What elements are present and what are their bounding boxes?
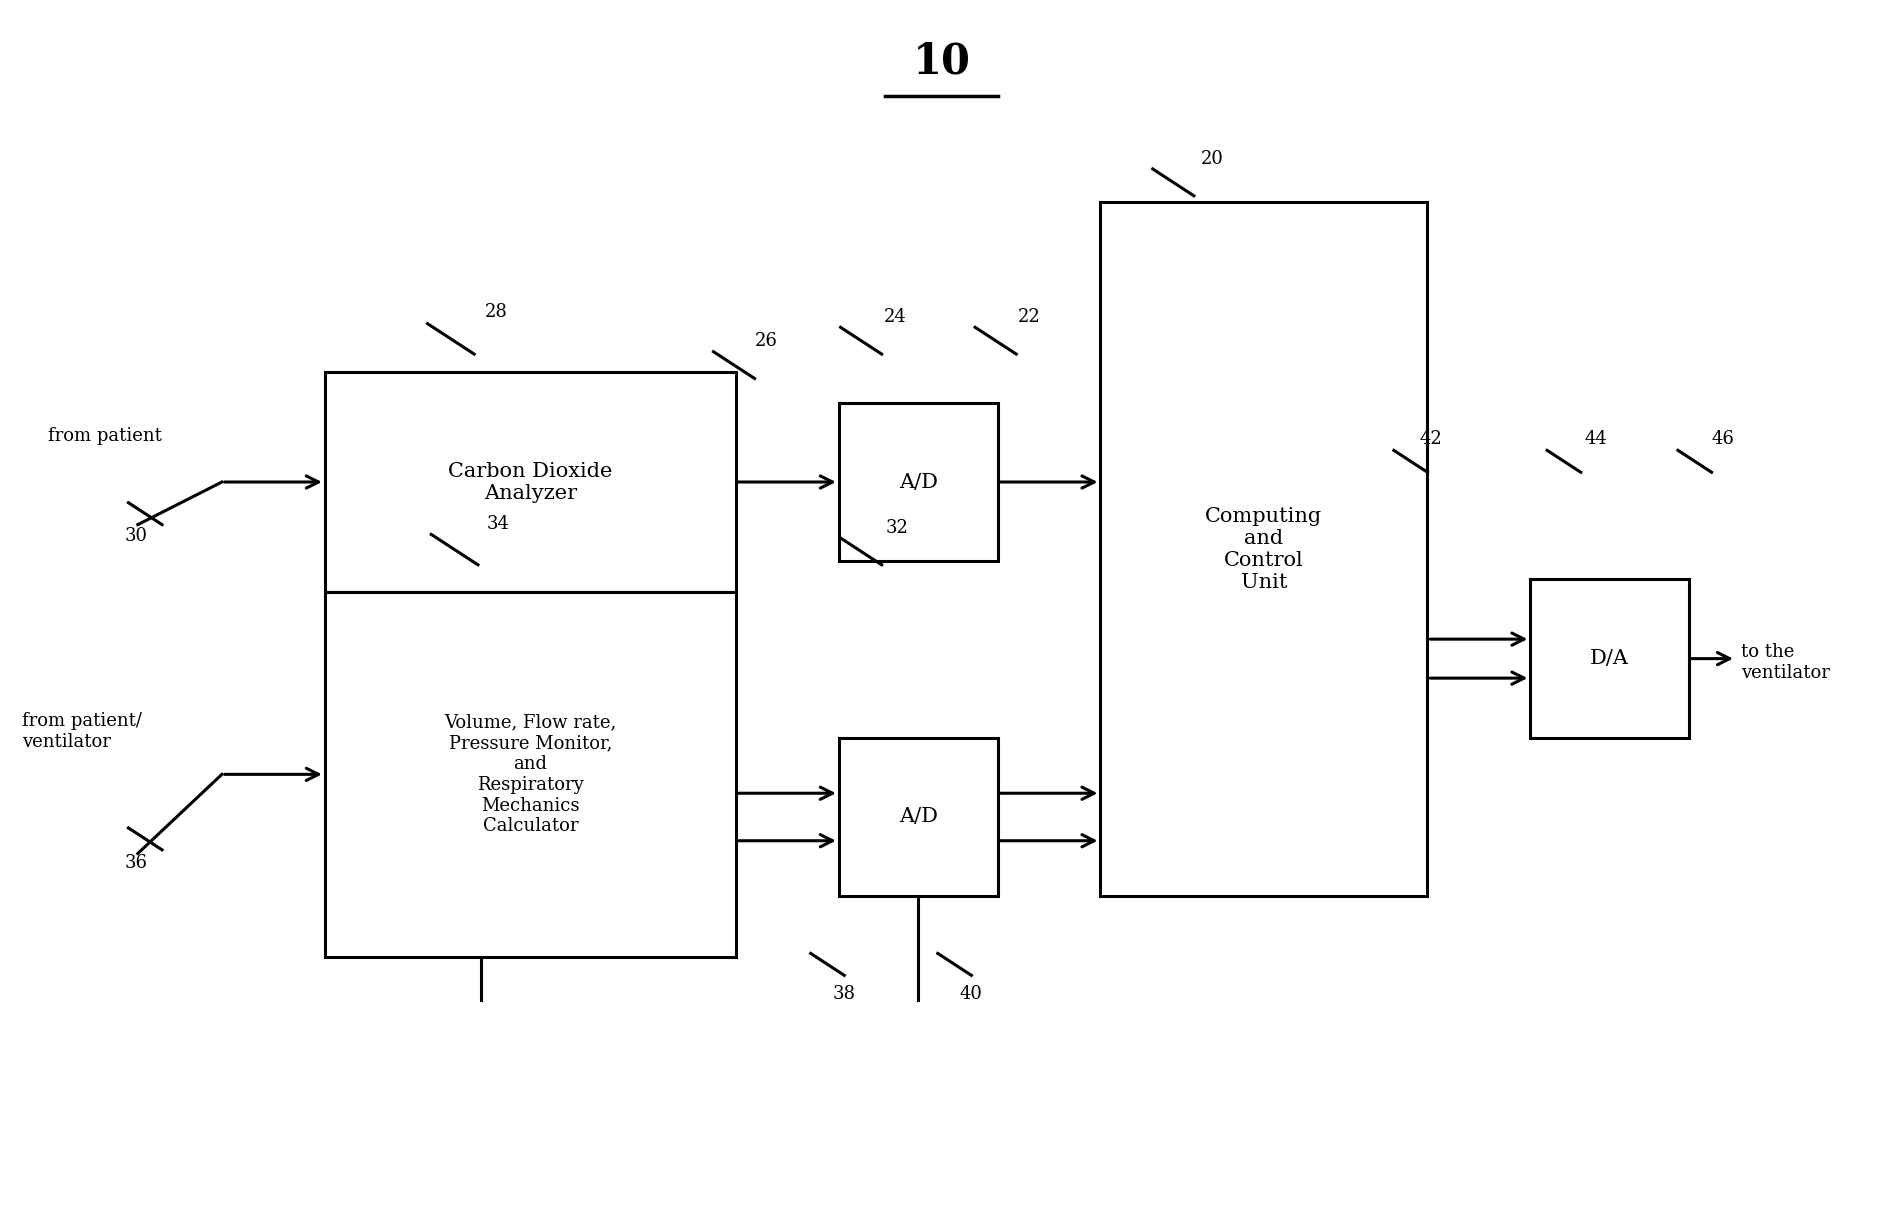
Bar — [1099, 202, 1427, 896]
Bar — [324, 591, 736, 957]
Bar — [837, 738, 997, 896]
Text: 44: 44 — [1583, 430, 1605, 448]
Text: 24: 24 — [883, 308, 905, 326]
Text: 40: 40 — [960, 986, 982, 1003]
Text: 28: 28 — [486, 303, 508, 322]
Text: 22: 22 — [1018, 308, 1041, 326]
Text: Carbon Dioxide
Analyzer: Carbon Dioxide Analyzer — [448, 462, 612, 503]
Text: 38: 38 — [832, 986, 854, 1003]
Text: 10: 10 — [913, 41, 969, 83]
Text: Computing
and
Control
Unit: Computing and Control Unit — [1204, 506, 1321, 591]
Bar — [324, 372, 736, 591]
Text: 32: 32 — [885, 519, 907, 537]
Text: 30: 30 — [124, 527, 147, 546]
Text: 26: 26 — [755, 333, 777, 350]
Bar — [837, 403, 997, 562]
Text: A/D: A/D — [898, 473, 937, 492]
Text: A/D: A/D — [898, 807, 937, 827]
Text: Volume, Flow rate,
Pressure Monitor,
and
Respiratory
Mechanics
Calculator: Volume, Flow rate, Pressure Monitor, and… — [444, 713, 615, 835]
Text: 36: 36 — [124, 854, 147, 872]
Text: 34: 34 — [487, 515, 510, 533]
Text: from patient: from patient — [49, 426, 162, 445]
Text: to the
ventilator: to the ventilator — [1741, 643, 1829, 681]
Text: from patient/
ventilator: from patient/ ventilator — [23, 712, 141, 752]
Bar — [1530, 579, 1688, 738]
Text: 20: 20 — [1201, 150, 1223, 168]
Text: D/A: D/A — [1590, 649, 1628, 668]
Text: 46: 46 — [1711, 430, 1733, 448]
Text: 42: 42 — [1419, 430, 1442, 448]
